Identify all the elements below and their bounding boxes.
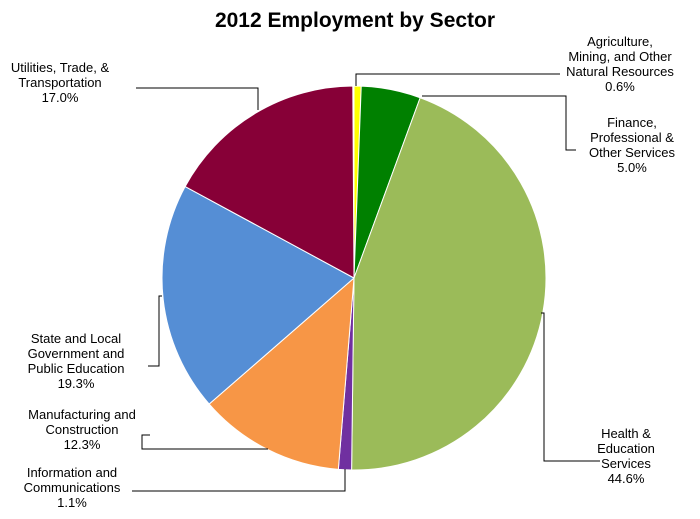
- leader-lines: [132, 73, 600, 492]
- slice-label-line: Agriculture,: [587, 34, 653, 49]
- slice-label-2: Health & Education Services 44.6%: [597, 426, 655, 486]
- slice-label-line: Information and: [27, 465, 117, 480]
- pie-slice-6: [184, 85, 355, 279]
- slice-value-1: 5.0%: [617, 160, 647, 175]
- slice-value-0: 0.6%: [605, 79, 635, 94]
- slice-label-line: Transportation: [18, 75, 101, 90]
- leader-line-2: [541, 312, 600, 462]
- slice-label-line: Health &: [601, 426, 651, 441]
- leader-line-3: [132, 469, 346, 492]
- slice-label-line: Other Services: [589, 145, 675, 160]
- slice-value-5: 19.3%: [58, 376, 95, 391]
- slice-label-line: Finance,: [607, 115, 657, 130]
- slice-value-4: 12.3%: [64, 437, 101, 452]
- slice-label-line: Manufacturing and: [28, 407, 136, 422]
- chart-title: 2012 Employment by Sector: [215, 9, 495, 32]
- leader-line-5: [148, 295, 162, 367]
- slice-value-2: 44.6%: [608, 471, 645, 486]
- slice-label-line: Utilities, Trade, &: [11, 60, 110, 75]
- slice-label-line: Mining, and Other: [568, 49, 672, 64]
- leader-line-1: [422, 95, 576, 151]
- leader-line-0: [355, 73, 560, 86]
- pie-slices: [161, 85, 547, 471]
- slice-label-line: Education: [597, 441, 655, 456]
- leader-line-6: [136, 87, 259, 110]
- pie-slice-5: [161, 185, 355, 405]
- slice-label-6: Utilities, Trade, & Transportation 17.0%: [11, 60, 110, 105]
- slice-value-6: 17.0%: [42, 90, 79, 105]
- slice-label-line: Communications: [24, 480, 121, 495]
- leader-line-4: [141, 434, 268, 450]
- slice-label-line: Government and: [28, 346, 125, 361]
- slice-label-line: Professional &: [590, 130, 674, 145]
- slice-label-line: Construction: [46, 422, 119, 437]
- slice-labels: Agriculture, Mining, and Other Natural Res…: [11, 34, 676, 510]
- slice-label-5: State and Local Government and Public Educ…: [28, 331, 125, 391]
- slice-label-4: Manufacturing and Construction 12.3%: [28, 407, 136, 452]
- slice-label-0: Agriculture, Mining, and Other Natural Res…: [566, 34, 674, 94]
- slice-label-line: Natural Resources: [566, 64, 674, 79]
- slice-value-3: 1.1%: [57, 495, 87, 510]
- slice-label-line: State and Local: [31, 331, 121, 346]
- slice-label-line: Services: [601, 456, 651, 471]
- slice-label-1: Finance, Professional & Other Services 5.0%: [589, 115, 675, 175]
- slice-label-3: Information and Communications 1.1%: [24, 465, 121, 510]
- slice-label-line: Public Education: [28, 361, 125, 376]
